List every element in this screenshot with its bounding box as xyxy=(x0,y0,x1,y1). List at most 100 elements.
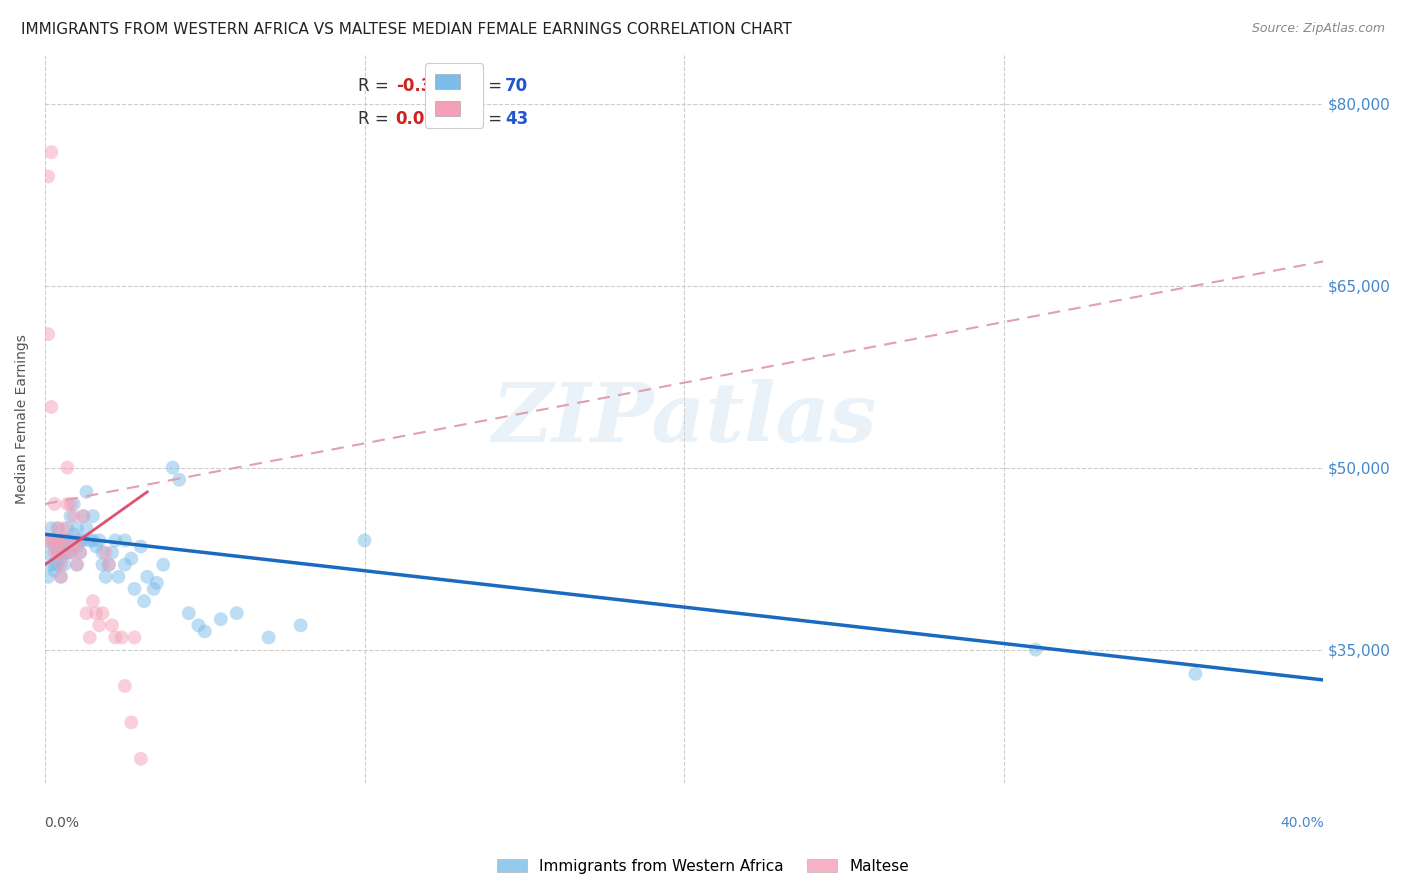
Point xyxy=(66,540,89,554)
Point xyxy=(66,558,89,572)
Point xyxy=(62,540,84,554)
Point xyxy=(107,570,129,584)
Point xyxy=(44,545,66,559)
Point xyxy=(101,545,124,559)
Point xyxy=(37,327,59,342)
Point xyxy=(91,558,114,572)
Point xyxy=(111,631,134,645)
Point xyxy=(46,545,69,559)
Text: 0.0%: 0.0% xyxy=(44,816,79,830)
Point xyxy=(114,558,136,572)
Point xyxy=(49,551,72,566)
Point xyxy=(44,533,66,548)
Point xyxy=(104,533,127,548)
Text: 43: 43 xyxy=(505,111,529,128)
Point xyxy=(46,558,69,572)
Point xyxy=(37,545,59,559)
Text: 0.071: 0.071 xyxy=(395,111,447,128)
Point xyxy=(177,606,200,620)
Point xyxy=(46,521,69,535)
Point xyxy=(89,618,111,632)
Point xyxy=(66,521,89,535)
Point xyxy=(167,473,190,487)
Point xyxy=(41,533,63,548)
Point xyxy=(53,533,76,548)
Point xyxy=(69,533,91,548)
Point xyxy=(56,497,79,511)
Point xyxy=(46,533,69,548)
Point xyxy=(290,618,312,632)
Point xyxy=(225,606,247,620)
Point xyxy=(53,545,76,559)
Point xyxy=(82,509,104,524)
Point xyxy=(91,606,114,620)
Point xyxy=(66,533,89,548)
Text: IMMIGRANTS FROM WESTERN AFRICA VS MALTESE MEDIAN FEMALE EARNINGS CORRELATION CHA: IMMIGRANTS FROM WESTERN AFRICA VS MALTES… xyxy=(21,22,792,37)
Point xyxy=(44,497,66,511)
Point xyxy=(46,545,69,559)
Point xyxy=(76,484,98,499)
Point xyxy=(44,564,66,578)
Point xyxy=(41,400,63,414)
Point xyxy=(46,521,69,535)
Point xyxy=(84,540,107,554)
Point xyxy=(194,624,217,639)
Point xyxy=(53,521,76,535)
Y-axis label: Median Female Earnings: Median Female Earnings xyxy=(15,334,30,504)
Point xyxy=(59,545,82,559)
Point xyxy=(91,545,114,559)
Point xyxy=(146,575,169,590)
Point xyxy=(44,533,66,548)
Point xyxy=(53,533,76,548)
Text: N =: N = xyxy=(460,111,508,128)
Point xyxy=(59,509,82,524)
Point xyxy=(152,558,174,572)
Point xyxy=(72,509,94,524)
Point xyxy=(89,533,111,548)
Point xyxy=(129,752,152,766)
Point xyxy=(37,570,59,584)
Point xyxy=(1184,666,1206,681)
Point xyxy=(142,582,165,596)
Text: ZIPatlas: ZIPatlas xyxy=(491,379,877,459)
Legend: , : , xyxy=(425,63,484,128)
Text: R =: R = xyxy=(359,77,394,95)
Point xyxy=(1025,642,1047,657)
Point xyxy=(132,594,155,608)
Point xyxy=(49,570,72,584)
Text: 40.0%: 40.0% xyxy=(1281,816,1324,830)
Point xyxy=(120,715,142,730)
Point xyxy=(82,594,104,608)
Point xyxy=(94,570,117,584)
Point xyxy=(72,509,94,524)
Point xyxy=(56,521,79,535)
Legend: Immigrants from Western Africa, Maltese: Immigrants from Western Africa, Maltese xyxy=(491,853,915,880)
Point xyxy=(41,558,63,572)
Point xyxy=(49,558,72,572)
Point xyxy=(41,521,63,535)
Point xyxy=(129,540,152,554)
Point xyxy=(104,631,127,645)
Point xyxy=(62,509,84,524)
Point xyxy=(76,521,98,535)
Point xyxy=(353,533,375,548)
Point xyxy=(76,606,98,620)
Point xyxy=(49,545,72,559)
Point xyxy=(44,540,66,554)
Point xyxy=(49,570,72,584)
Point xyxy=(41,533,63,548)
Point xyxy=(114,679,136,693)
Point xyxy=(84,606,107,620)
Point xyxy=(49,533,72,548)
Point xyxy=(209,612,232,626)
Point xyxy=(101,618,124,632)
Point xyxy=(49,533,72,548)
Point xyxy=(53,545,76,559)
Point xyxy=(66,558,89,572)
Point xyxy=(120,551,142,566)
Point xyxy=(59,545,82,559)
Point xyxy=(82,533,104,548)
Point xyxy=(56,545,79,559)
Point xyxy=(79,631,101,645)
Point xyxy=(124,582,146,596)
